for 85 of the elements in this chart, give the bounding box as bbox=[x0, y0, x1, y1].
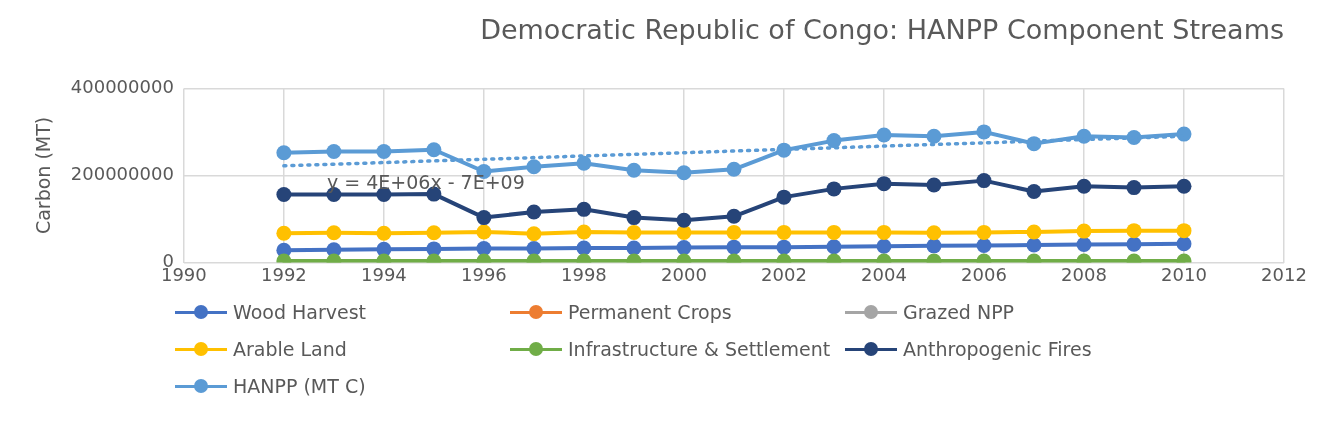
point bbox=[326, 143, 342, 159]
point bbox=[626, 224, 642, 240]
point bbox=[1126, 236, 1142, 252]
point bbox=[526, 240, 542, 256]
point bbox=[576, 224, 592, 240]
x-tick-label: 2002 bbox=[761, 263, 807, 285]
point bbox=[726, 224, 742, 240]
x-tick-label: 1994 bbox=[360, 263, 407, 285]
annotation: y = 4E+06x - 7E+09 bbox=[326, 171, 525, 194]
x-tick-label: 2010 bbox=[1161, 263, 1207, 285]
point bbox=[926, 225, 942, 241]
point bbox=[826, 224, 842, 240]
legend-label: Arable Land bbox=[233, 338, 347, 360]
legend-label: Permanent Crops bbox=[568, 301, 732, 323]
point bbox=[526, 226, 542, 242]
point bbox=[626, 210, 642, 226]
point bbox=[976, 124, 992, 140]
point bbox=[776, 189, 792, 205]
x-tick-label: 2012 bbox=[1261, 263, 1307, 285]
point bbox=[726, 208, 742, 224]
point bbox=[476, 240, 492, 256]
point bbox=[1176, 223, 1192, 239]
legend-label: Grazed NPP bbox=[903, 301, 1015, 323]
point bbox=[1126, 223, 1142, 239]
y-tick-label: 200000000 bbox=[70, 163, 174, 185]
x-tick-label: 2006 bbox=[961, 263, 1007, 285]
point bbox=[1026, 224, 1042, 240]
point bbox=[876, 224, 892, 240]
point bbox=[926, 177, 942, 193]
point bbox=[876, 176, 892, 192]
point bbox=[476, 210, 492, 226]
x-tick-label: 2008 bbox=[1061, 263, 1107, 285]
point bbox=[726, 161, 742, 177]
point bbox=[1176, 236, 1192, 252]
point bbox=[526, 204, 542, 220]
point bbox=[1026, 237, 1042, 253]
x-tick-label: 2000 bbox=[661, 263, 707, 285]
x-tick-label: 1992 bbox=[260, 263, 307, 285]
point bbox=[1176, 178, 1192, 194]
point bbox=[976, 237, 992, 253]
point bbox=[976, 173, 992, 189]
point bbox=[426, 142, 442, 158]
legend-label: Wood Harvest bbox=[233, 301, 367, 323]
point bbox=[376, 143, 392, 159]
point bbox=[626, 240, 642, 256]
point bbox=[1076, 178, 1092, 194]
point bbox=[526, 159, 542, 175]
point bbox=[426, 225, 442, 241]
point bbox=[576, 155, 592, 171]
point bbox=[1076, 237, 1092, 253]
point bbox=[576, 201, 592, 217]
point bbox=[676, 212, 692, 228]
point bbox=[826, 239, 842, 255]
point bbox=[626, 162, 642, 178]
point bbox=[676, 240, 692, 256]
point bbox=[826, 133, 842, 149]
point bbox=[1076, 223, 1092, 239]
y-axis-title: Carbon (MT) bbox=[32, 116, 55, 235]
point bbox=[276, 187, 292, 203]
legend-label: HANPP (MT C) bbox=[233, 375, 366, 397]
y-tick-label: 400000000 bbox=[70, 76, 174, 98]
point bbox=[676, 165, 692, 181]
point bbox=[276, 225, 292, 241]
point bbox=[876, 238, 892, 254]
point bbox=[776, 224, 792, 240]
point bbox=[576, 240, 592, 256]
point bbox=[776, 239, 792, 255]
point bbox=[926, 238, 942, 254]
point bbox=[376, 225, 392, 241]
point bbox=[926, 128, 942, 144]
point bbox=[326, 225, 342, 241]
legend-label: Infrastructure & Settlement bbox=[568, 338, 831, 360]
point bbox=[726, 239, 742, 255]
x-tick-label: 2004 bbox=[861, 263, 907, 285]
x-tick-label: 1996 bbox=[461, 263, 507, 285]
chart-title: Democratic Republic of Congo: HANPP Component Streams bbox=[480, 14, 1284, 46]
point bbox=[276, 145, 292, 161]
point bbox=[876, 127, 892, 143]
point bbox=[476, 224, 492, 240]
legend-label: Anthropogenic Fires bbox=[903, 338, 1092, 360]
x-tick-label: 1998 bbox=[561, 263, 607, 285]
point bbox=[1026, 184, 1042, 199]
point bbox=[826, 181, 842, 197]
point bbox=[976, 224, 992, 240]
point bbox=[1126, 180, 1142, 196]
